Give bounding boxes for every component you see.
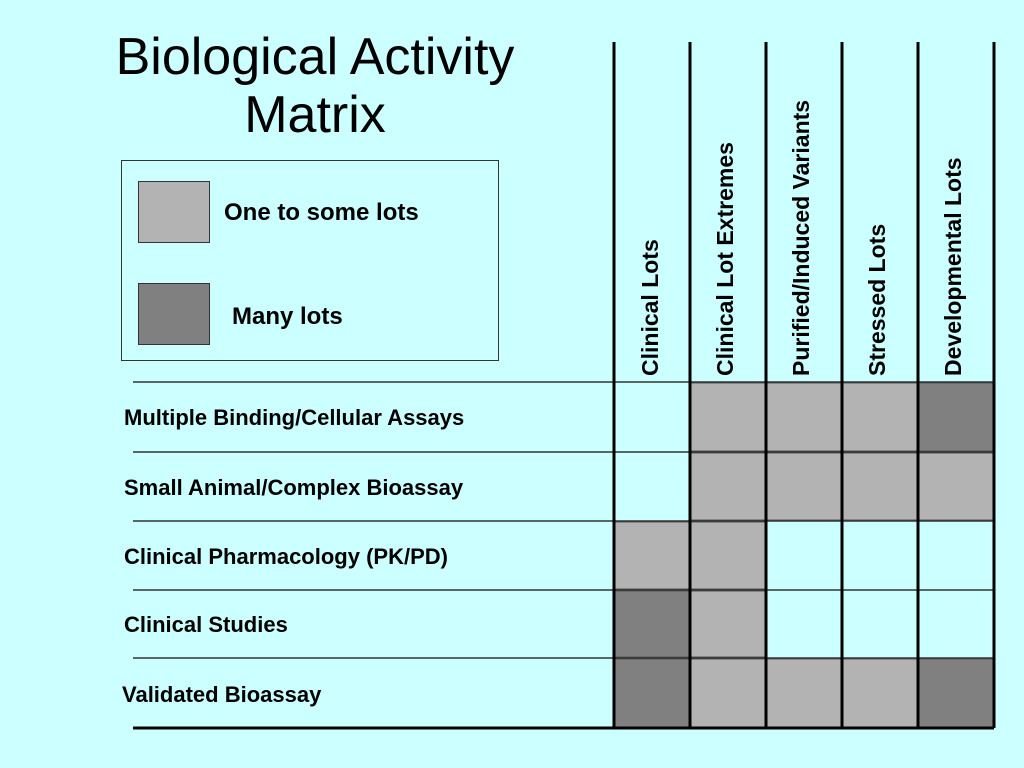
matrix-cell-r4-c0 [614,658,690,728]
matrix-cell-r1-c1 [690,452,766,521]
matrix-cell-r0-c1 [690,382,766,452]
legend-box: One to some lots Many lots [121,160,499,361]
matrix-cell-r4-c1 [690,658,766,728]
row-label-clinical-pharmacology: Clinical Pharmacology (PK/PD) [124,544,448,569]
matrix-cell-r1-c3 [842,452,918,521]
matrix-cell-r0-c2 [766,382,842,452]
legend-swatch-many [138,283,210,345]
column-header-developmental-lots: Developmental Lots [940,157,966,376]
row-label-clinical-studies: Clinical Studies [124,612,288,637]
row-label-validated-bioassay: Validated Bioassay [122,682,322,707]
column-header-stressed-lots: Stressed Lots [864,223,890,376]
matrix-cell-r1-c2 [766,452,842,521]
legend-swatch-some [138,181,210,243]
legend-label-some: One to some lots [224,199,419,226]
matrix-cell-r4-c2 [766,658,842,728]
matrix-cell-r2-c0 [614,521,690,590]
column-header-clinical-lots: Clinical Lots [637,239,663,376]
matrix-cell-r4-c4 [918,658,994,728]
matrix-cell-r3-c1 [690,590,766,658]
row-label-small-animal-bioassay: Small Animal/Complex Bioassay [124,475,464,500]
row-label-binding-assays: Multiple Binding/Cellular Assays [124,405,465,430]
title-line-1: Biological Activity [115,28,515,86]
matrix-cell-r0-c3 [842,382,918,452]
legend-label-many: Many lots [232,303,343,330]
column-header-clinical-lot-extremes: Clinical Lot Extremes [712,142,738,376]
page-title: Biological Activity Matrix [60,28,570,144]
matrix-cell-r2-c1 [690,521,766,590]
matrix-cell-r4-c3 [842,658,918,728]
matrix-cell-r1-c4 [918,452,994,521]
matrix-cell-r3-c0 [614,590,690,658]
matrix-cell-r0-c4 [918,382,994,452]
column-header-purified-induced-variants: Purified/Induced Variants [788,99,814,376]
title-line-2: Matrix [244,86,386,144]
